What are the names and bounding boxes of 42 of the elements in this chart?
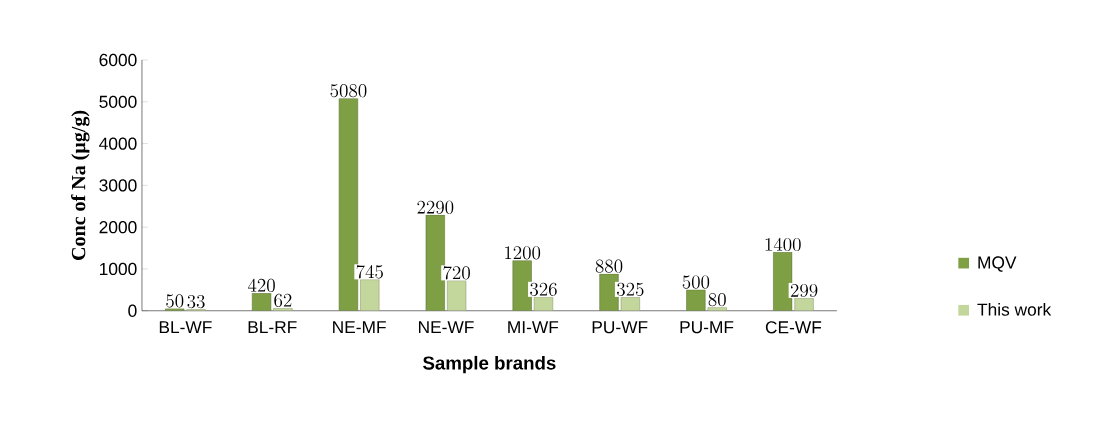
x-tick-label: PU-WF	[592, 320, 648, 334]
bar	[425, 214, 445, 311]
y-tick-label: 4000	[99, 137, 137, 150]
data-label: 80	[708, 292, 726, 306]
bar	[773, 251, 793, 311]
y-tick-label: 0	[128, 304, 137, 317]
data-label: 500	[682, 275, 710, 289]
x-tick-label: CE-WF	[765, 320, 822, 334]
x-axis-title: Sample brands	[423, 355, 556, 374]
x-tick-label: NE-MF	[333, 320, 386, 333]
data-label: 326	[530, 282, 557, 296]
y-tick-label: 2000	[99, 220, 137, 234]
data-label: 420	[248, 278, 275, 292]
bar	[686, 289, 706, 311]
data-label: 5080	[330, 83, 367, 98]
x-tick-label: PU-MF	[680, 320, 734, 334]
bar	[599, 273, 619, 311]
data-label: 720	[443, 265, 470, 280]
x-tick-label: MI-WF	[508, 320, 559, 333]
x-tick-label: BL-WF	[159, 320, 212, 333]
x-tick-label: NE-WF	[418, 320, 474, 333]
y-tick-label: 1000	[100, 262, 137, 275]
legend-label: MQV	[978, 256, 1017, 272]
data-label: 299	[790, 283, 818, 297]
legend-label: This work	[977, 302, 1052, 316]
bar	[512, 260, 532, 311]
y-axis-title: Conc of Na (µg/g)	[71, 110, 90, 260]
data-label: 50	[166, 294, 184, 308]
y-tick-label: 5000	[99, 95, 137, 108]
y-tick-label: 6000	[99, 53, 137, 66]
bar	[251, 292, 272, 311]
data-label: 880	[595, 259, 623, 273]
data-label: 1400	[765, 237, 801, 251]
data-label: 62	[274, 293, 292, 307]
x-tick-label: BL-RF	[248, 320, 297, 333]
data-label: 1200	[505, 246, 541, 260]
data-label: 2290	[417, 200, 454, 214]
data-label: 745	[356, 264, 383, 279]
data-label: 325	[617, 282, 644, 296]
y-tick-label: 3000	[99, 179, 137, 192]
data-label: 33	[187, 294, 205, 308]
bar	[360, 279, 380, 311]
